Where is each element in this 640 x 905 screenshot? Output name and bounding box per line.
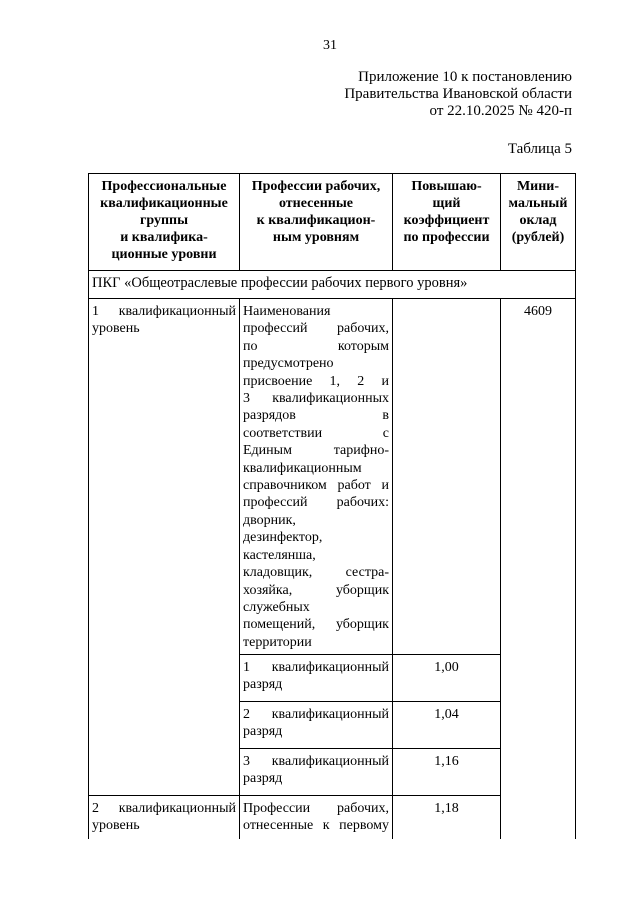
header-line: Мини-	[516, 179, 560, 194]
header-line: и квалифика-	[120, 230, 208, 245]
column-divider	[500, 298, 501, 839]
header-line: по профессии	[403, 230, 490, 245]
column-header-coefficient: Повышаю- щий коэффициент по профессии	[393, 178, 500, 246]
level1-professions: Наименования профессий рабочих, по которым…	[243, 303, 389, 651]
text-line: помещений, уборщик	[243, 617, 389, 633]
grade3-name: 3 квалификационный разряд	[243, 753, 389, 788]
grade3-coefficient: 1,16	[434, 754, 459, 769]
row-divider	[239, 654, 501, 655]
text-line: 1 квалификационный	[92, 304, 236, 319]
text-line: соответствии с	[243, 425, 389, 441]
row-divider	[239, 748, 501, 749]
level1-name: 1 квалификационный уровень	[92, 303, 236, 338]
text-line: разрядов в	[243, 408, 389, 424]
header-line: от 22.10.2025 № 420-п	[429, 103, 572, 119]
header-line: Правительства Ивановской области	[344, 86, 572, 102]
row-divider	[239, 701, 501, 702]
text-line: 3 квалификационный	[243, 754, 389, 769]
level1-salary: 4609	[524, 304, 552, 319]
text-line: дворник,	[243, 512, 296, 528]
header-line: к квалификацион-	[256, 213, 376, 228]
row-divider	[88, 173, 576, 174]
header-line: отнесенные	[278, 196, 354, 211]
group-title: ПКГ «Общеотраслевые профессии рабочих пе…	[92, 275, 468, 291]
header-line: группы	[139, 213, 189, 228]
text-line: 3 квалификационных	[243, 391, 389, 407]
grade1-name: 1 квалификационный разряд	[243, 659, 389, 694]
column-header-salary: Мини- мальный оклад (рублей)	[501, 178, 575, 246]
text-line: справочником работ и	[243, 478, 389, 494]
text-line: кладовщик, сестра-	[243, 565, 389, 581]
column-divider	[239, 298, 240, 839]
text-line: Профессии рабочих,	[243, 801, 389, 816]
header-line: Профессии рабочих,	[251, 179, 381, 194]
level2-coefficient: 1,18	[434, 801, 459, 816]
column-header-groups: Профессиональные квалификационные группы…	[89, 178, 239, 263]
table-label: Таблица 5	[507, 141, 572, 157]
header-line: щий	[432, 196, 461, 211]
column-divider	[500, 173, 501, 270]
text-line: кастелянша,	[243, 547, 316, 563]
text-line: 2 квалификационный	[92, 801, 236, 816]
column-divider	[392, 173, 393, 270]
text-line: дезинфектор,	[243, 530, 323, 546]
header-line: коэффициент	[403, 213, 490, 228]
header-line: мальный	[508, 196, 568, 211]
header-line: ционные уровни	[111, 247, 217, 262]
page-number: 31	[323, 38, 337, 53]
level2-professions: Профессии рабочих, отнесенные к первому	[243, 800, 389, 835]
text-line: предусмотрено	[243, 356, 334, 372]
text-line: 2 квалификационный	[243, 707, 389, 722]
column-divider	[239, 173, 240, 270]
column-header-professions: Профессии рабочих, отнесенные к квалифик…	[240, 178, 392, 246]
row-divider	[88, 270, 576, 271]
row-divider	[88, 298, 576, 299]
header-line: Профессиональные	[101, 179, 227, 194]
text-line: служебных	[243, 599, 310, 615]
grade2-name: 2 квалификационный разряд	[243, 706, 389, 741]
text-line: уровень	[92, 321, 140, 337]
text-line: Наименования	[243, 304, 331, 319]
text-line: квалификационным	[243, 460, 362, 476]
text-line: профессий рабочих:	[243, 495, 389, 511]
appendix-header: Приложение 10 к постановлению Правительс…	[344, 69, 572, 120]
column-divider	[392, 298, 393, 839]
text-line: отнесенные к первому	[243, 818, 389, 834]
text-line: по которым	[243, 338, 389, 354]
text-line: разряд	[243, 771, 283, 787]
header-line: (рублей)	[511, 230, 565, 245]
text-line: уровень	[92, 818, 140, 834]
text-line: 1 квалификационный	[243, 660, 389, 675]
text-line: присвоение 1, 2 и	[243, 373, 389, 389]
table-border	[88, 173, 89, 839]
grade2-coefficient: 1,04	[434, 707, 459, 722]
text-line: профессий рабочих,	[243, 321, 389, 337]
text-line: Единым тарифно-	[243, 443, 389, 459]
text-line: разряд	[243, 677, 283, 693]
text-line: территории	[243, 634, 312, 650]
header-line: Повышаю-	[411, 179, 482, 194]
header-line: оклад	[519, 213, 557, 228]
header-line: ным уровням	[272, 230, 360, 245]
header-line: Приложение 10 к постановлению	[358, 69, 572, 85]
grade1-coefficient: 1,00	[434, 660, 459, 675]
level2-name: 2 квалификационный уровень	[92, 800, 236, 835]
header-line: квалификационные	[100, 196, 228, 211]
text-line: разряд	[243, 724, 283, 740]
row-divider	[88, 795, 501, 796]
table-border	[575, 173, 576, 839]
text-line: хозяйка, уборщик	[243, 582, 389, 598]
